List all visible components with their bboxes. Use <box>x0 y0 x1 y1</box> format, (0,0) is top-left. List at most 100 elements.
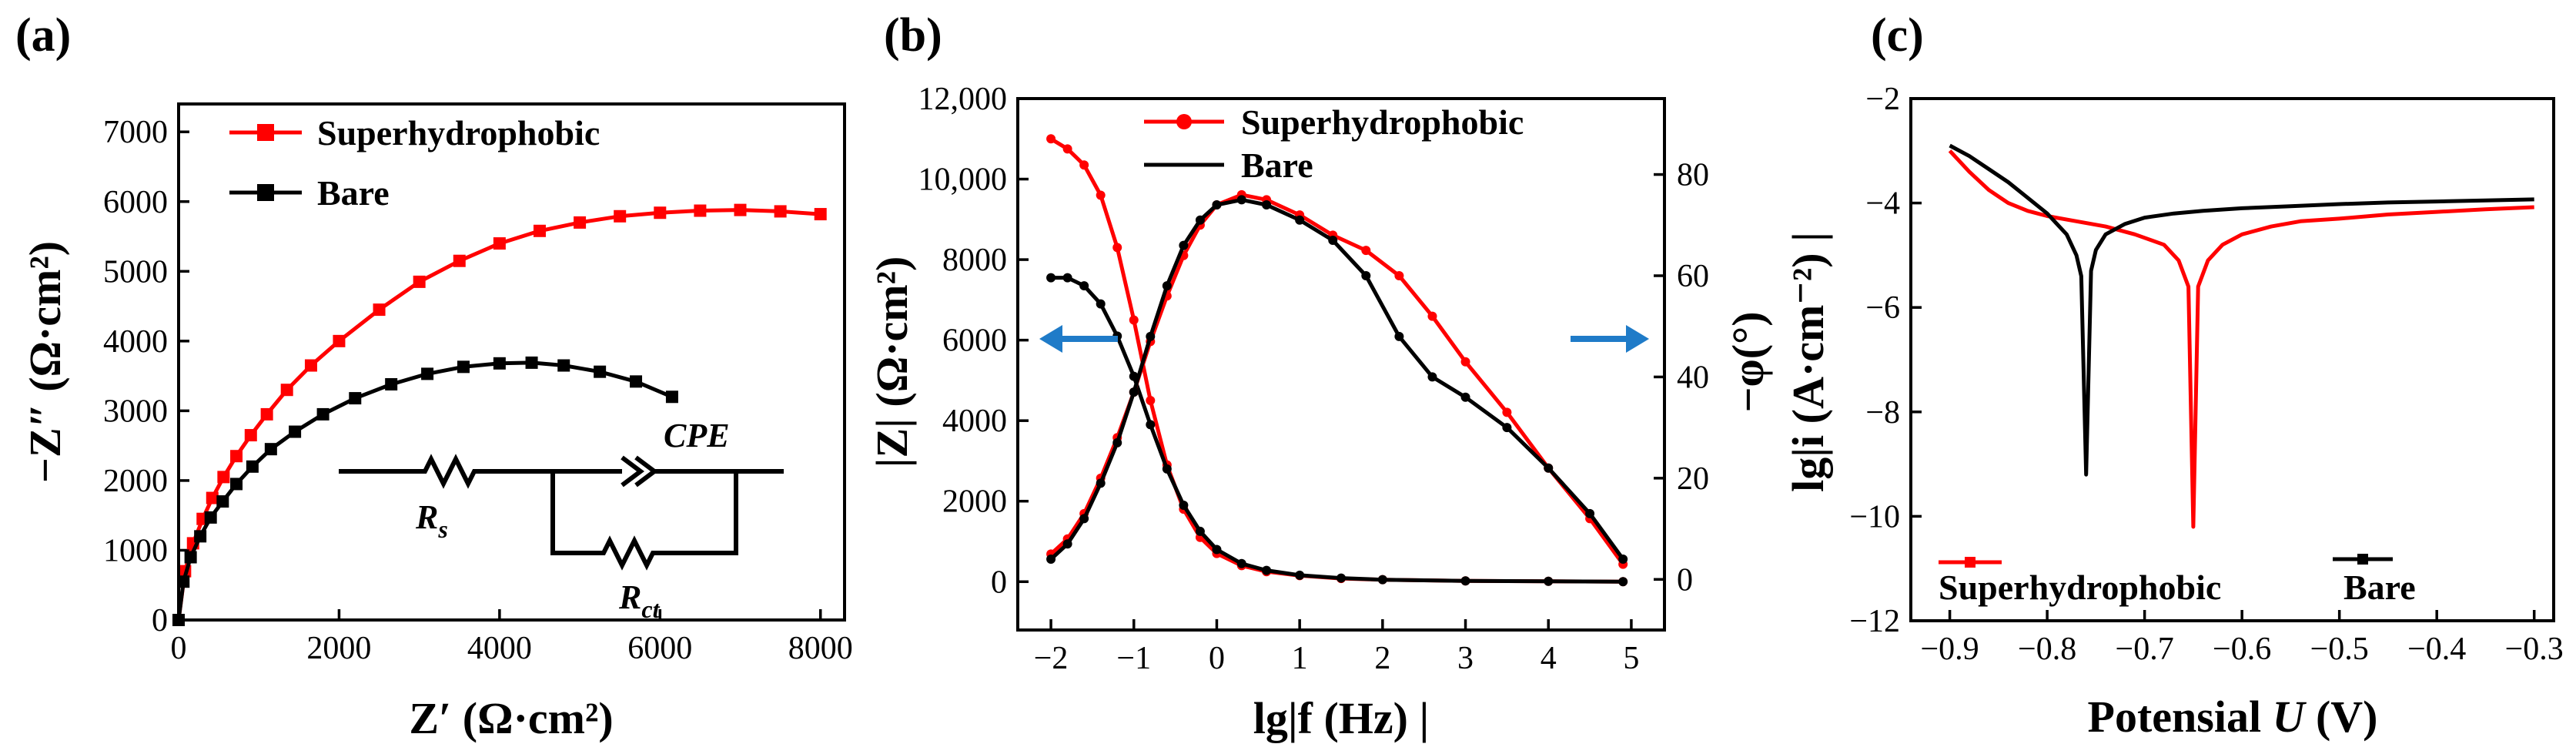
data-point-bare <box>246 460 259 473</box>
data-point-bare-modulus <box>1236 558 1246 568</box>
legend-label-superhydrophobic-b: Superhydrophobic <box>1241 102 1524 142</box>
legend-c: Superhydrophobic Bare <box>1939 554 2416 607</box>
x-tick-label: −1 <box>1116 641 1151 676</box>
data-point-bare-phase <box>1236 195 1246 205</box>
data-point-superhydrophobic <box>774 205 787 218</box>
data-point-bare-phase <box>1096 478 1106 488</box>
data-point-bare-modulus <box>1146 420 1156 430</box>
x-tick-label: 6000 <box>627 631 692 666</box>
data-point-bare-phase <box>1146 331 1156 341</box>
y-tick-label: −8 <box>1865 395 1900 431</box>
x-axis-label-b: lg|f (Hz) | <box>1253 693 1429 743</box>
data-point-bare-modulus <box>1337 573 1346 583</box>
data-point-superhydrophobic <box>373 303 386 317</box>
legend-label-superhydrophobic-c: Superhydrophobic <box>1939 568 2221 607</box>
data-point-bare-phase <box>1212 200 1222 209</box>
legend-label-bare-c: Bare <box>2343 568 2416 607</box>
plot-frame-b <box>1016 97 1666 632</box>
data-point-bare-modulus <box>1544 576 1554 586</box>
data-point-bare <box>594 365 607 378</box>
data-point-bare-phase <box>1112 437 1122 447</box>
data-point-superhydrophobic <box>244 429 257 442</box>
data-point-superhydrophobic <box>333 334 346 347</box>
data-point-bare-phase <box>1361 271 1371 280</box>
plot-frame-c <box>1909 97 2555 622</box>
data-point-superhydrophobic <box>533 224 546 237</box>
legend-a: Superhydrophobic Bare <box>229 113 600 213</box>
data-point-superhydrophobic-phase <box>1361 246 1371 256</box>
y-tick-label: 1000 <box>103 533 168 568</box>
y-tick-label: 5000 <box>103 254 168 290</box>
data-point-bare-phase <box>1295 215 1305 225</box>
legend-marker-bare-c <box>2357 554 2368 565</box>
data-point-bare-phase <box>1427 372 1437 382</box>
data-point-bare-phase <box>1394 331 1404 341</box>
data-point-bare-modulus <box>1062 273 1072 283</box>
data-point-bare-phase <box>1062 539 1072 549</box>
data-point-bare <box>557 359 570 372</box>
y2-tick-label: 20 <box>1677 461 1709 497</box>
data-point-superhydrophobic-phase <box>1460 357 1470 367</box>
data-point-bare-phase <box>1162 281 1172 291</box>
data-point-bare-modulus <box>1162 464 1172 474</box>
equivalent-circuit <box>339 454 784 571</box>
x-tick-label: 0 <box>1209 641 1225 676</box>
panel-c: (c) −0.9 −0.8 −0.7 −0.6 −0.5 −0.4 −0.3 −12 −10 −8… <box>1783 9 2564 742</box>
legend-label-superhydrophobic-a: Superhydrophobic <box>317 113 600 152</box>
data-point-superhydrophobic-modulus <box>1046 134 1056 144</box>
x-tick-label: 2 <box>1374 641 1390 676</box>
cpe-plate-1 <box>621 455 644 488</box>
data-point-superhydrophobic <box>260 407 273 421</box>
y-tick-label: 10,000 <box>918 163 1008 198</box>
data-point-bare <box>289 425 302 438</box>
data-point-superhydrophobic <box>453 254 466 267</box>
data-point-bare-modulus <box>1195 526 1205 536</box>
y-tick-label: 0 <box>152 603 168 638</box>
y-tick-label: 0 <box>991 565 1007 600</box>
data-point-bare-modulus <box>1460 576 1470 586</box>
y2-tick-label: 60 <box>1677 259 1709 294</box>
rct-label: Rct <box>618 578 661 623</box>
arrow-right <box>1571 325 1649 353</box>
y-tick-label: −12 <box>1849 604 1900 639</box>
legend-label-bare-a: Bare <box>317 173 390 213</box>
y-tick-label: 6000 <box>942 323 1007 359</box>
x-tick-label: 2000 <box>306 631 371 666</box>
legend-marker-bare-a <box>257 184 274 201</box>
data-point-bare <box>457 360 470 374</box>
y-tick-label: 12,000 <box>918 82 1008 117</box>
data-point-bare <box>216 495 229 508</box>
data-point-superhydrophobic-phase <box>1427 311 1437 321</box>
data-point-bare-phase <box>1262 200 1272 209</box>
data-point-superhydrophobic <box>574 216 587 229</box>
panel-c-label: (c) <box>1871 9 1924 62</box>
data-point-bare-phase <box>1544 463 1554 473</box>
data-point-superhydrophobic-modulus <box>1079 160 1089 170</box>
data-point-bare <box>316 407 330 421</box>
rs-label: Rs <box>415 498 448 543</box>
series-line-bare-phase <box>1049 197 1625 561</box>
y-tick-label: −2 <box>1865 82 1900 117</box>
legend-label-bare-b: Bare <box>1241 146 1313 185</box>
data-point-bare <box>177 575 190 588</box>
data-point-bare-phase <box>1179 240 1189 250</box>
data-point-bare <box>204 511 217 524</box>
y-tick-label: 2000 <box>942 484 1007 520</box>
data-point-bare-phase <box>1328 236 1338 245</box>
panel-b-label: (b) <box>884 9 942 62</box>
resistor-rs <box>339 454 553 489</box>
data-point-superhydrophobic-modulus <box>1062 144 1072 154</box>
y-tick-label: 4000 <box>103 324 168 360</box>
x-tick-label: 4 <box>1541 641 1557 676</box>
data-point-bare-phase <box>1460 392 1470 402</box>
data-point-superhydrophobic <box>493 237 506 250</box>
data-point-bare <box>630 375 643 388</box>
data-point-superhydrophobic <box>614 209 627 223</box>
x-tick-label: 3 <box>1457 641 1474 676</box>
data-point-superhydrophobic <box>217 471 230 484</box>
resistor-rct <box>550 471 738 571</box>
data-point-bare-modulus <box>1262 565 1272 575</box>
y-tick-label: 2000 <box>103 464 168 499</box>
data-point-bare <box>230 478 243 491</box>
legend-b: Superhydrophobic Bare <box>1144 102 1524 185</box>
